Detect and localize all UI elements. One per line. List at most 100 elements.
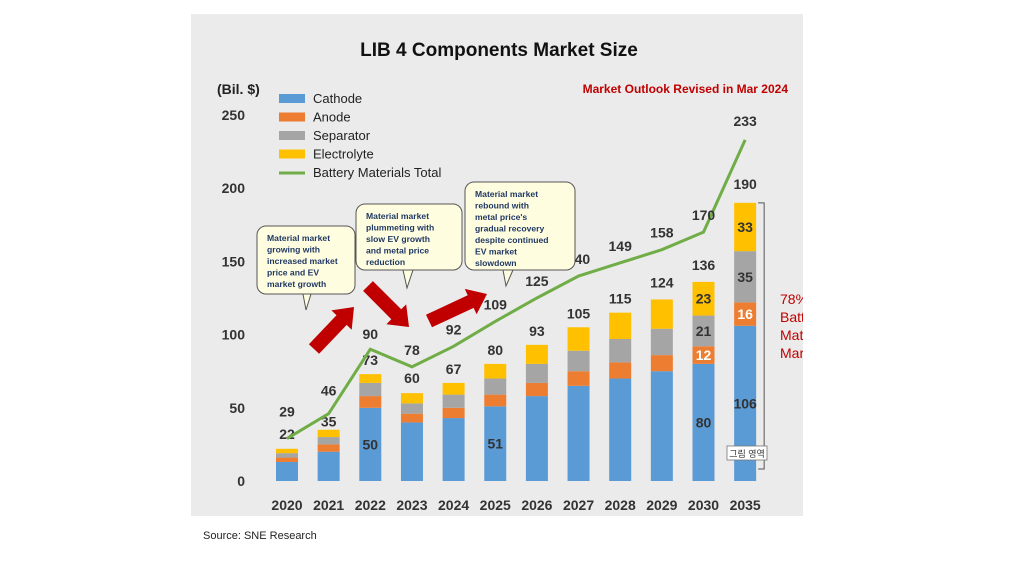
callout-text: Material market	[366, 211, 429, 221]
x-axis-ticks: 2020 2021 2022 2023 2024 2025 2026 2027 2028 2029…	[271, 497, 761, 513]
bar-segment-anode	[484, 394, 507, 407]
y-tick-label: 150	[222, 253, 246, 269]
segment-label: 50	[363, 436, 379, 452]
segment-label: 21	[696, 323, 712, 339]
bar-segment-cathode	[692, 363, 715, 481]
bar-segment-separator	[525, 363, 548, 383]
bar-segment-anode	[317, 444, 340, 452]
x-tick-label: 2021	[313, 497, 344, 513]
y-tick-label: 50	[229, 400, 245, 416]
share-note: 78% of Battery Materials Market	[780, 291, 803, 361]
line-point-label: 78	[404, 342, 420, 358]
bar-segment-cathode	[317, 451, 340, 481]
y-axis-unit: (Bil. $)	[217, 81, 260, 97]
segment-label: 16	[737, 306, 753, 322]
bar-total-label: 115	[609, 291, 632, 307]
bars-group	[276, 202, 757, 481]
bar-segment-electrolyte	[484, 363, 507, 379]
legend-label: Anode	[313, 110, 351, 125]
bar-total-label: 67	[446, 361, 462, 377]
bar-total-label: 136	[692, 257, 716, 273]
bar-segment-separator	[692, 315, 715, 347]
line-point-label: 29	[279, 404, 295, 420]
bar-segment-anode	[567, 371, 590, 386]
down-arrow	[363, 281, 409, 327]
legend-label: Separator	[313, 128, 371, 143]
callout-text: price and EV	[267, 268, 319, 278]
bar-segment-separator	[359, 382, 382, 397]
bar-segment-separator	[484, 378, 507, 395]
bar-total-label: 80	[487, 342, 503, 358]
bar-segment-anode	[650, 355, 673, 372]
trend-arrows	[308, 281, 487, 354]
bar-segment-cathode	[734, 325, 757, 481]
outlook-note: Market Outlook Revised in Mar 2024	[583, 82, 789, 96]
share-note-line: Battery	[780, 309, 803, 325]
y-tick-label: 250	[222, 107, 246, 123]
bar-segment-separator	[734, 251, 757, 303]
bar-segment-anode	[525, 382, 548, 397]
y-tick-label: 0	[237, 473, 245, 489]
legend-swatch-separator	[279, 131, 305, 140]
legend-swatch-electrolyte	[279, 149, 305, 159]
chart-panel: LIB 4 Components Market Size (Bil. $) Ma…	[191, 14, 803, 516]
x-tick-label: 2028	[605, 497, 636, 513]
segment-labels: 50 51 80 12 21 23 106 16 35 33	[363, 219, 758, 452]
chart-svg: LIB 4 Components Market Size (Bil. $) Ma…	[217, 40, 803, 513]
bar-segment-anode	[692, 346, 715, 364]
bar-segment-anode	[734, 302, 757, 326]
callout-text: slowdown	[475, 258, 517, 268]
area-tag-text: 그림 영역	[729, 448, 765, 459]
bar-segment-electrolyte	[734, 202, 757, 252]
y-tick-label: 200	[222, 180, 246, 196]
bar-segment-separator	[609, 338, 632, 363]
line-point-label: 90	[363, 326, 379, 342]
bar-total-label: 124	[650, 274, 674, 290]
bar-segment-cathode	[442, 418, 465, 481]
area-tag: 그림 영역	[726, 445, 768, 461]
callout-text: Material market	[267, 233, 330, 243]
bar-segment-cathode	[400, 422, 423, 481]
segment-label: 106	[733, 395, 757, 411]
bar-segment-anode	[609, 362, 632, 379]
bar-total-label: 60	[404, 370, 420, 386]
bar-segment-cathode	[276, 461, 298, 481]
callout-text: growing with	[267, 245, 320, 255]
callout-text: metal price's	[475, 212, 527, 222]
segment-label: 12	[696, 347, 712, 363]
callout-text: gradual recovery	[475, 224, 544, 234]
x-tick-label: 2027	[563, 497, 594, 513]
share-bracket-line	[758, 202, 765, 470]
y-tick-label: 100	[222, 327, 246, 343]
bar-segment-electrolyte	[359, 374, 382, 383]
share-bracket	[758, 202, 765, 470]
bar-segment-cathode	[525, 396, 548, 481]
callout-text: and metal price	[366, 246, 429, 256]
x-tick-label: 2025	[480, 497, 511, 513]
bar-segment-electrolyte	[609, 312, 632, 339]
y-axis-ticks: 0 50 100 150 200 250	[222, 107, 246, 489]
bar-segment-cathode	[359, 407, 382, 481]
bar-segment-anode	[359, 396, 382, 408]
bar-segment-electrolyte	[442, 382, 465, 395]
callout-box	[256, 225, 356, 295]
callout-text: slow EV growth	[366, 234, 430, 244]
bar-segment-separator	[650, 328, 673, 356]
bar-segment-electrolyte	[317, 429, 340, 438]
bar-segment-electrolyte	[525, 344, 548, 364]
x-tick-label: 2029	[646, 497, 677, 513]
legend: Cathode Anode Separator Electrolyte Battery …	[279, 91, 441, 180]
bar-total-label: 105	[567, 305, 591, 321]
bar-segment-separator	[400, 403, 423, 414]
bar-segment-anode	[276, 457, 298, 462]
segment-label: 33	[737, 219, 753, 235]
legend-label: Cathode	[313, 91, 362, 106]
bar-segment-separator	[276, 453, 298, 458]
bar-segment-separator	[567, 350, 590, 372]
bar-total-label: 93	[529, 323, 545, 339]
callout-box	[355, 203, 463, 271]
legend-swatch-cathode	[279, 94, 305, 103]
segment-label: 35	[737, 269, 753, 285]
